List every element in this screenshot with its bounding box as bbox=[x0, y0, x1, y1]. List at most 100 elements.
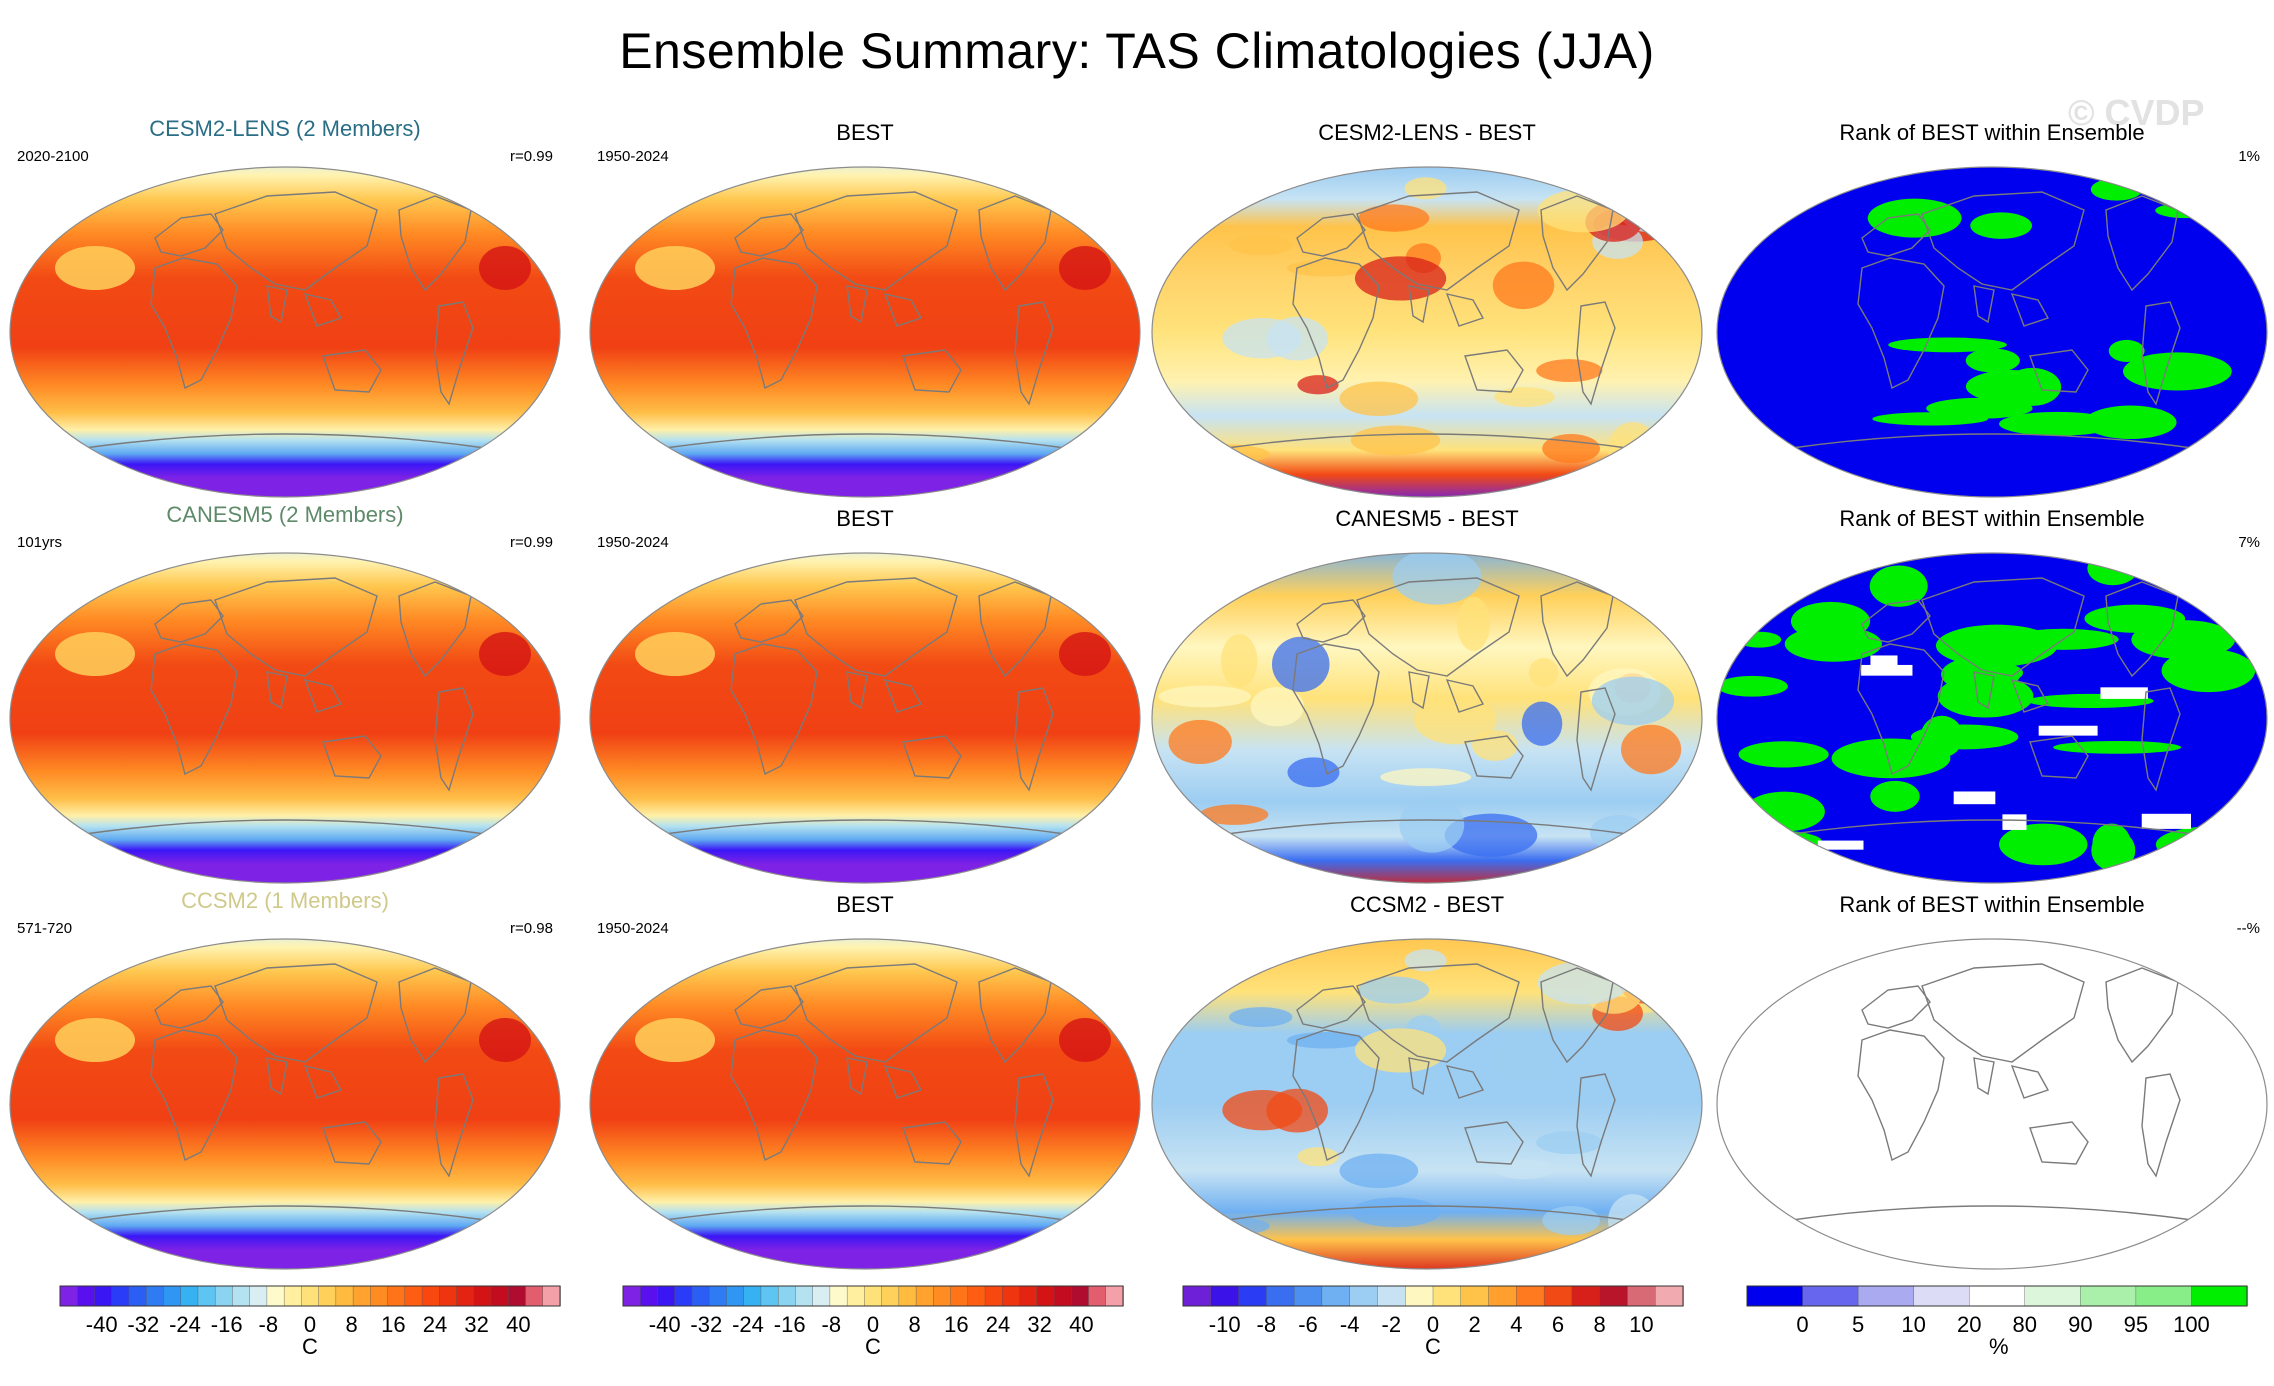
colorbar-1-tick-label: 16 bbox=[381, 1312, 405, 1337]
row-1-diff-panel-anomaly-blob bbox=[1358, 204, 1430, 232]
row-1-model-panel-hotspot-east bbox=[479, 246, 531, 290]
row-2-rank-panel-rank-mid-region bbox=[1817, 840, 1864, 850]
row-3-model-panel-coastline-se-asia bbox=[303, 1065, 343, 1099]
colorbar-3-tick-label: -6 bbox=[1298, 1312, 1318, 1337]
colorbar-2-tick-label: -32 bbox=[690, 1312, 722, 1337]
row-2-diff-panel-anomaly-blob bbox=[1250, 686, 1304, 727]
row-2-rank-panel-rank-high-region bbox=[1790, 601, 1871, 641]
colorbar-4-tick-label: 5 bbox=[1852, 1312, 1864, 1337]
row-2-rank-panel-rank-mid-region bbox=[1861, 664, 1913, 676]
row-1-obs-panel-coastline-asia bbox=[794, 191, 958, 291]
colorbar-3-swatch bbox=[1655, 1285, 1684, 1307]
row-2-rank-panel-rank-high-region bbox=[2091, 829, 2136, 872]
row-1-obs-panel-coastline-antarctica bbox=[664, 433, 1066, 497]
row-3-obs-panel-coastline-s-america bbox=[1014, 1073, 1054, 1178]
colorbar-1-swatch bbox=[214, 1285, 234, 1307]
row-2-diff-panel-anomaly-blob bbox=[1221, 634, 1258, 688]
row-2-model-panel-field-shading bbox=[10, 553, 560, 883]
row-2-diff-panel-anomaly-blob bbox=[1271, 636, 1330, 692]
colorbar-2-swatch bbox=[709, 1285, 728, 1307]
colorbar-3: -10 -8 -6 -4 -2 0 2 4 6 8 10 C bbox=[1168, 1284, 1698, 1359]
row-2-rank-panel-rank-high-region bbox=[1937, 674, 2034, 718]
colorbar-3-tick-label: -8 bbox=[1257, 1312, 1277, 1337]
row-2-obs-panel-map bbox=[589, 552, 1141, 884]
colorbar-1-swatch bbox=[111, 1285, 130, 1307]
row-1-diff-panel-title: CESM2-LENS - BEST bbox=[1318, 120, 1536, 145]
row-3-model-panel-coastline-asia bbox=[214, 963, 378, 1063]
row-2-model-panel-period-label: 101yrs bbox=[17, 534, 63, 551]
colorbar-2-swatch bbox=[915, 1285, 935, 1307]
colorbar-1-tick-label: -40 bbox=[86, 1312, 118, 1337]
row-1-obs-panel-coastline-africa bbox=[730, 257, 818, 390]
row-3-diff-panel-coastline-antarctica bbox=[1226, 1205, 1628, 1269]
row-1-model-panel-coastline-greenland bbox=[473, 183, 512, 220]
row-3-diff-panel: CCSM2 - BEST bbox=[1147, 890, 1707, 1274]
row-3-diff-panel-coastline-australia bbox=[1464, 1121, 1524, 1165]
colorbar-3-tick-label: -2 bbox=[1382, 1312, 1402, 1337]
row-1-diff-panel-anomaly-blob bbox=[1536, 359, 1603, 383]
row-2-rank-panel-rank-high-region bbox=[2084, 604, 2186, 633]
row-1-diff-panel-coastline-n-america bbox=[1540, 195, 1614, 292]
row-3-diff-panel-map bbox=[1151, 938, 1703, 1270]
row-2-model-panel-coastline-asia bbox=[214, 577, 378, 677]
colorbar-4-swatch bbox=[1802, 1285, 1859, 1307]
row-2-rank-panel-rank-high-region bbox=[1717, 675, 1788, 697]
row-3-rank-panel-map bbox=[1716, 938, 2268, 1270]
colorbar-1-swatch bbox=[421, 1285, 441, 1307]
row-2-obs-panel-coastline-se-asia bbox=[883, 679, 923, 713]
colorbar-1-swatch bbox=[197, 1285, 216, 1307]
row-2-obs-panel-coastline-australia bbox=[902, 735, 962, 779]
row-3-rank-panel-map-border bbox=[1716, 938, 2268, 1270]
colorbar-1-swatch bbox=[456, 1285, 475, 1307]
row-3-model-panel-field-shading bbox=[10, 939, 560, 1269]
colorbar-4-unit: % bbox=[1989, 1334, 2009, 1359]
row-1-diff-panel-coastline-se-asia bbox=[1445, 293, 1485, 327]
colorbar-2-swatch bbox=[1002, 1285, 1021, 1307]
row-2-rank-panel-rank-high-region bbox=[1946, 660, 2023, 685]
row-2-model-panel-coastline-australia bbox=[322, 735, 382, 779]
row-1-model-panel-coastline-australia bbox=[322, 349, 382, 393]
row-2-rank-panel-rank-high-region bbox=[2161, 649, 2256, 693]
colorbar-4-tick-label: 10 bbox=[1901, 1312, 1925, 1337]
colorbar-1-swatch bbox=[490, 1285, 509, 1307]
row-3-rank-panel-title: Rank of BEST within Ensemble bbox=[1839, 892, 2145, 917]
colorbar-3-tick-label: 8 bbox=[1594, 1312, 1606, 1337]
row-2-diff-panel-anomaly-blob bbox=[1444, 813, 1538, 857]
row-1-obs-panel-map-border bbox=[589, 166, 1141, 498]
row-2-rank-panel-coastline-africa bbox=[1857, 643, 1945, 776]
colorbar-2-swatch bbox=[967, 1285, 986, 1307]
colorbar-2-swatch bbox=[864, 1285, 883, 1307]
row-3-model-panel: CCSM2 (1 Members) 571-720 r=0.98 bbox=[5, 888, 565, 1274]
row-3-diff-panel-coastline-india bbox=[1408, 1057, 1430, 1096]
row-1-rank-panel-title: Rank of BEST within Ensemble bbox=[1839, 120, 2145, 145]
row-3-obs-panel-coastline-se-asia bbox=[883, 1065, 923, 1099]
row-2-diff-panel-coastline-asia bbox=[1356, 577, 1520, 677]
row-1-obs-panel-coastline-australia bbox=[902, 349, 962, 393]
row-2-diff-panel-anomaly-blob bbox=[1413, 694, 1497, 745]
row-2-model-panel-map bbox=[9, 552, 561, 884]
colorbar-2-tick-label: 16 bbox=[944, 1312, 968, 1337]
colorbar-2-swatch bbox=[1071, 1285, 1090, 1307]
row-1-model-panel: CESM2-LENS (2 Members) 2020-2100 r=0.99 bbox=[5, 116, 565, 502]
colorbar-2-tick-label: -40 bbox=[649, 1312, 681, 1337]
row-3-model-panel-map bbox=[9, 938, 561, 1270]
row-1-diff-panel-coastline-australia bbox=[1464, 349, 1524, 393]
row-2-rank-panel-map-border bbox=[1716, 552, 2268, 884]
colorbar-3-tick-label: 0 bbox=[1427, 1312, 1439, 1337]
colorbar-2-tick-label: -16 bbox=[774, 1312, 806, 1337]
row-1-model-panel-coastline-n-america bbox=[398, 195, 472, 292]
row-1-diff-panel-anomaly-blob bbox=[1350, 425, 1441, 456]
colorbar-2-swatch bbox=[950, 1285, 969, 1307]
row-2-model-panel-coastline-n-america bbox=[398, 581, 472, 678]
row-3-model-panel-coastline-india bbox=[266, 1057, 288, 1096]
row-1-rank-panel: Rank of BEST within Ensemble 1% bbox=[1712, 118, 2272, 502]
row-2-rank-panel-rank-mid-region bbox=[2100, 687, 2148, 699]
colorbar-3-tick-label: 6 bbox=[1552, 1312, 1564, 1337]
colorbar-1-swatch bbox=[335, 1285, 354, 1307]
row-1-diff-panel-anomaly-blob bbox=[1266, 316, 1328, 361]
row-3-diff-panel-coastline-africa bbox=[1292, 1029, 1380, 1162]
colorbar-1-swatch bbox=[232, 1285, 251, 1307]
row-2-diff-panel-map-border bbox=[1151, 552, 1703, 884]
row-2-obs-panel-coastline-asia bbox=[794, 577, 958, 677]
colorbar-2-outline bbox=[622, 1285, 1124, 1307]
